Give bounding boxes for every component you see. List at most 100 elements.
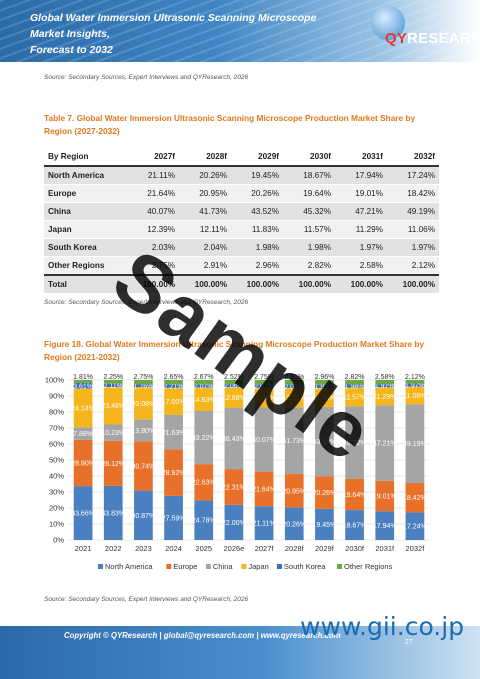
report-title-line1: Global Water Immersion Ultrasonic Scanni… xyxy=(30,12,317,40)
data-label: 24.14% xyxy=(71,405,95,412)
bar-segment xyxy=(103,485,123,540)
bar-segment xyxy=(194,464,214,501)
bar-segment xyxy=(345,406,364,479)
bar-segment xyxy=(345,380,364,385)
table-cell: 20.26% xyxy=(179,166,232,185)
data-label: 1.97% xyxy=(405,382,425,389)
table-cell: 2.12% xyxy=(386,256,439,276)
bar-segment xyxy=(194,380,214,385)
data-label: 23.46% xyxy=(101,403,125,410)
data-label: 17.24% xyxy=(403,524,427,531)
table-cell: 2.96% xyxy=(231,256,283,276)
data-label: 1.98% xyxy=(345,384,365,391)
bar-segment xyxy=(254,407,274,472)
table-cell: 19.64% xyxy=(283,184,335,203)
bar-segment xyxy=(134,419,153,442)
table-cell: 20.95% xyxy=(179,184,232,203)
table-cell: 12.11% xyxy=(179,220,232,239)
bar-segment xyxy=(315,387,334,407)
table-row-label: Europe xyxy=(44,184,128,203)
bar-segment xyxy=(224,384,244,388)
bar-segment xyxy=(284,407,304,475)
logo-text: QYRESEARCH xyxy=(385,30,480,47)
data-label: 17.00% xyxy=(162,399,186,406)
bar-segment xyxy=(405,386,425,405)
source-note-top: Source: Secondary Sources, Expert Interv… xyxy=(44,74,249,81)
market-share-table: By Region 2027f 2028f 2029f 2030f 2031f 2032f N… xyxy=(44,148,439,294)
legend-swatch xyxy=(98,564,103,569)
y-tick-label: 70% xyxy=(49,424,64,433)
table-row-label: South Korea xyxy=(44,238,128,257)
legend-swatch xyxy=(276,564,282,569)
y-tick-label: 20% xyxy=(49,504,64,513)
bar-segment xyxy=(164,495,183,540)
data-label: 7.88% xyxy=(73,431,93,438)
bar-segment xyxy=(73,486,93,540)
bar-segment xyxy=(315,406,334,477)
bar-segment xyxy=(194,500,214,540)
table-cell: 12.39% xyxy=(127,220,180,239)
data-label: 1.76% xyxy=(133,383,153,390)
table-cell: 2.04% xyxy=(179,238,232,257)
x-tick-label: 2021 xyxy=(75,544,92,553)
bar-segment xyxy=(345,510,364,540)
data-label: 11.83% xyxy=(313,395,336,402)
table-caption: Table 7. Global Water Immersion Ultrason… xyxy=(44,113,416,136)
data-label: 1.97% xyxy=(375,383,395,390)
bar-segment xyxy=(103,383,123,387)
globe-icon xyxy=(371,6,405,40)
data-label: 2.25% xyxy=(103,374,123,381)
table-cell: 18.42% xyxy=(386,184,439,203)
y-tick-label: 0% xyxy=(53,536,64,545)
gii-watermark: www.gii.co.jp xyxy=(300,612,465,641)
data-label: 2.75% xyxy=(133,374,153,381)
bar-segment xyxy=(194,384,214,388)
data-label: 14.63% xyxy=(192,397,216,404)
y-tick-label: 90% xyxy=(49,392,64,401)
data-label: 12.11% xyxy=(283,395,306,402)
bar-segment xyxy=(134,490,153,540)
y-tick-label: 60% xyxy=(49,440,64,449)
y-tick-label: 80% xyxy=(49,408,64,417)
bar-segment xyxy=(224,407,244,470)
table-cell: 100.00% xyxy=(334,274,387,294)
bar-segment xyxy=(164,384,183,388)
table-row-label: Japan xyxy=(44,220,128,239)
legend-swatch xyxy=(205,564,211,569)
data-label: 17.94% xyxy=(373,523,397,530)
data-label: 22.00% xyxy=(222,520,246,527)
table-row-label: Total xyxy=(44,274,128,294)
table-row: Other Regions 2.75% 2.91% 2.96% 2.82% 2.58% 2.… xyxy=(44,256,439,276)
data-label: 21.64% xyxy=(252,486,276,493)
bar-segment xyxy=(103,424,123,441)
y-tick-label: 40% xyxy=(49,472,64,481)
table-cell: 100.00% xyxy=(127,274,180,294)
bar-segment xyxy=(284,380,304,385)
table-cell: 11.06% xyxy=(386,220,439,239)
x-tick-label: 2023 xyxy=(135,544,152,553)
table-header-cell: 2032f xyxy=(386,148,439,167)
legend-label: South Korea xyxy=(284,562,327,571)
data-label: 43.52% xyxy=(313,439,337,446)
bar-segment xyxy=(405,512,425,540)
data-label: 22.31% xyxy=(222,484,246,491)
bar-segment xyxy=(134,384,153,388)
data-label: 33.66% xyxy=(71,511,95,518)
stacked-bar-chart: 0% 10% 20% 30% 40% 50% 60% 70% 80% 90% 100% 33.66% 2… xyxy=(45,374,430,571)
table-header-cell: By Region xyxy=(44,148,128,167)
data-label: 20.26% xyxy=(282,521,306,528)
table-cell: 2.82% xyxy=(283,256,335,276)
bar-segment xyxy=(375,405,395,481)
bar-segment xyxy=(375,380,395,385)
table-cell: 11.29% xyxy=(334,220,387,239)
data-label: 18.42% xyxy=(403,495,427,502)
table-row-label: North America xyxy=(44,166,128,185)
data-label: 2.82% xyxy=(345,374,365,381)
data-label: 2.96% xyxy=(314,374,334,381)
data-label: 20.95% xyxy=(282,488,306,495)
table-header-cell: 2029f xyxy=(231,148,283,167)
bar-segment xyxy=(254,384,274,388)
bar-segment xyxy=(405,482,425,513)
x-tick-label: 2030f xyxy=(345,544,365,553)
bar-segment xyxy=(405,383,425,387)
